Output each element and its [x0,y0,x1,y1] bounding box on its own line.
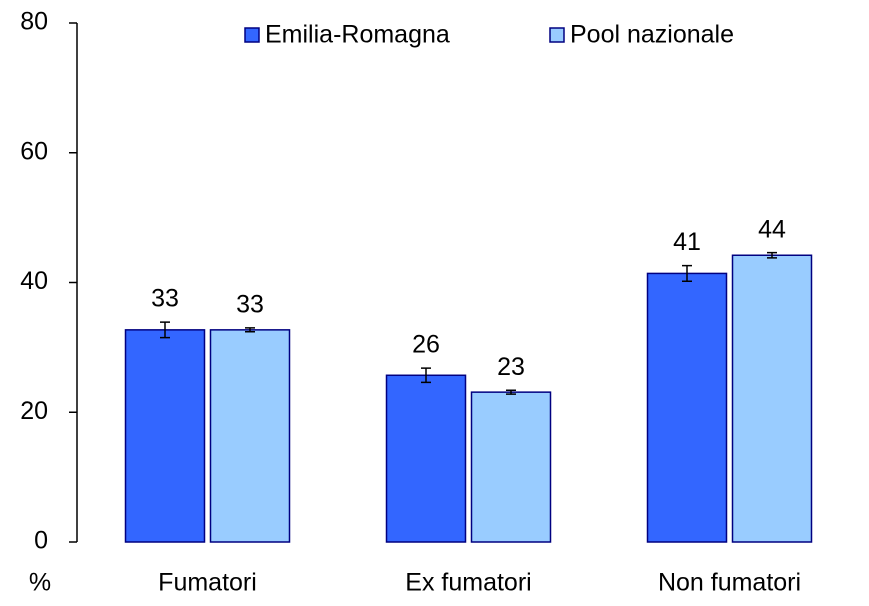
value-label: 44 [758,215,786,243]
y-tick-label: 40 [20,267,48,295]
y-tick-label: 0 [34,527,48,555]
value-label: 33 [151,285,179,313]
bar [646,272,728,543]
value-label: 26 [412,331,440,359]
error-bar [160,321,170,339]
value-label: 23 [497,353,525,381]
bar [470,391,552,543]
value-label: 41 [673,228,701,256]
legend-label: Emilia-Romagna [265,21,450,49]
x-tick-label: Fumatori [158,569,257,597]
x-tick-label: Ex fumatori [405,569,531,597]
error-bar [767,251,777,259]
bar [124,329,206,543]
bar [209,329,291,543]
y-axis-label: % [29,569,51,597]
value-label: 33 [236,291,264,319]
error-bar [506,389,516,395]
y-tick-label: 20 [20,397,48,425]
legend-swatch [244,27,260,43]
error-bar [421,367,431,384]
y-tick-label: 60 [20,137,48,165]
error-bar [682,264,692,282]
legend-label: Pool nazionale [570,21,734,49]
y-tick-label: 80 [20,8,48,36]
legend-swatch [549,27,565,43]
bar [731,254,813,543]
bar [385,374,467,543]
error-bar [245,327,255,333]
x-tick-label: Non fumatori [658,569,801,597]
